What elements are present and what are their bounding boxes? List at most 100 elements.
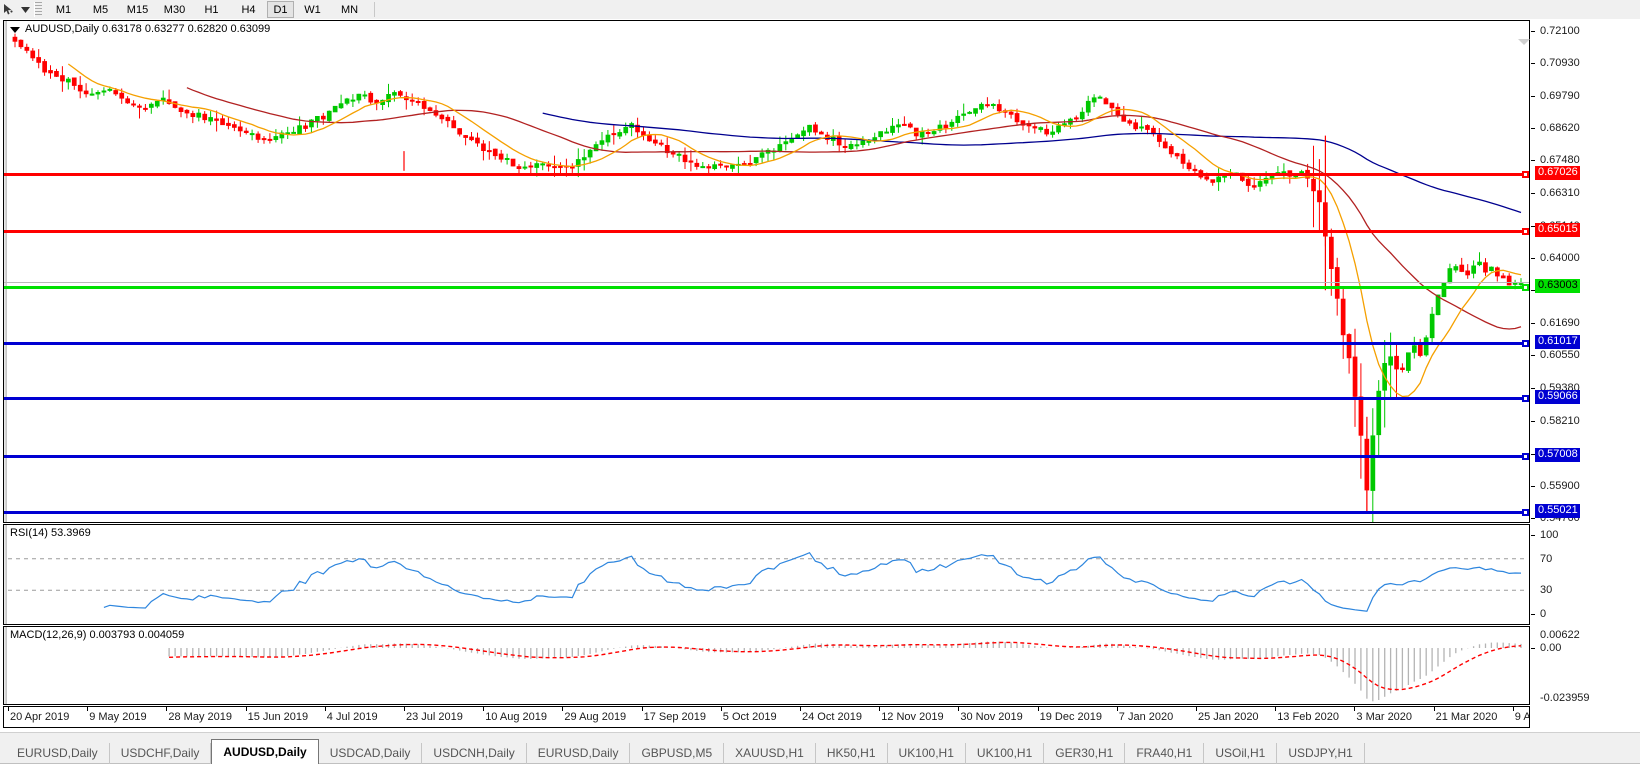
price-tick-mark	[1531, 323, 1535, 325]
price-scale[interactable]: 0.72100 0.70930 0.69790 0.68620 0.67480 0.663…	[1531, 25, 1640, 705]
level-line-0.57008[interactable]	[4, 452, 1529, 460]
time-tick-label: 20 Apr 2019	[10, 711, 70, 723]
price-tick-label: 0.55900	[1540, 480, 1580, 493]
level-price-tag[interactable]: 0.59066	[1535, 390, 1580, 405]
chart-tab-xauusd-h1[interactable]: XAUUSD,H1	[724, 743, 816, 764]
chart-tab-usdchf-daily[interactable]: USDCHF,Daily	[110, 743, 212, 764]
rsi-tick-label: 0	[1540, 608, 1547, 620]
level-line-handle[interactable]	[1522, 452, 1529, 460]
timeframe-w1[interactable]: W1	[304, 3, 321, 16]
time-tick-label: 7 Jan 2020	[1118, 711, 1174, 723]
level-line-handle[interactable]	[1522, 171, 1529, 179]
chart-tab-fra40-h1[interactable]: FRA40,H1	[1125, 743, 1205, 764]
price-tick-label: 0.64000	[1540, 252, 1580, 265]
pane-left-gutter	[4, 525, 7, 624]
level-line-handle[interactable]	[1522, 395, 1529, 403]
price-tick-mark	[1531, 453, 1535, 455]
price-tick-label: 0.68620	[1540, 122, 1580, 135]
toolbar-drag-handle[interactable]	[34, 2, 42, 17]
macd-tick-mark	[1531, 647, 1535, 649]
level-line-handle[interactable]	[1522, 508, 1529, 516]
time-tick-label: 28 May 2019	[168, 711, 232, 723]
time-tick-label: 19 Dec 2019	[1039, 711, 1102, 723]
price-tick-mark	[1531, 95, 1535, 97]
price-tick-mark	[1531, 160, 1535, 162]
level-line-0.65015[interactable]	[4, 227, 1529, 235]
level-line-handle[interactable]	[1522, 227, 1529, 235]
chart-tab-uk100-h1[interactable]: UK100,H1	[888, 743, 966, 764]
time-tick-mark	[958, 707, 960, 711]
chart-tab-usoil-h1[interactable]: USOil,H1	[1204, 743, 1278, 764]
price-tick-label: 0.60550	[1540, 349, 1580, 362]
rsi-tick-mark	[1531, 614, 1535, 615]
macd-pane[interactable]: MACD(12,26,9) 0.003793 0.004059	[3, 626, 1530, 705]
time-tick-mark	[1037, 707, 1039, 711]
time-tick-mark	[87, 707, 89, 711]
symbol-ohlc-text: AUDUSD,Daily 0.63178 0.63277 0.62820 0.6…	[25, 23, 271, 35]
chart-tab-uk100-h1[interactable]: UK100,H1	[966, 743, 1045, 764]
level-price-tag[interactable]: 0.63003	[1535, 279, 1580, 294]
chart-tab-gbpusd-m5[interactable]: GBPUSD,M5	[630, 743, 725, 764]
time-tick-label: 17 Sep 2019	[643, 711, 706, 723]
timeframe-h1[interactable]: H1	[204, 3, 219, 16]
macd-tick-label: 0.00	[1540, 641, 1562, 654]
chart-tab-bar[interactable]: EURUSD,Daily USDCHF,Daily AUDUSD,Daily USDC…	[0, 732, 1640, 764]
time-tick-label: 15 Jun 2019	[247, 711, 309, 723]
timeframe-m30[interactable]: M30	[163, 3, 186, 16]
price-tick-mark	[1531, 421, 1535, 423]
level-line-0.67026[interactable]	[4, 171, 1529, 179]
chart-area[interactable]: AUDUSD,Daily 0.63178 0.63277 0.62820 0.6…	[0, 19, 1640, 732]
price-tick-mark	[1531, 518, 1535, 520]
time-tick-mark	[1196, 707, 1197, 711]
time-tick-mark	[1275, 707, 1277, 711]
rsi-label: RSI(14) 53.3969	[10, 527, 91, 539]
timeframe-m1[interactable]: M1	[55, 3, 72, 16]
timeframe-m5[interactable]: M5	[92, 3, 109, 16]
time-tick-label: 10 Aug 2019	[485, 711, 547, 723]
level-price-tag[interactable]: 0.55021	[1535, 503, 1580, 518]
price-tick-mark	[1531, 486, 1535, 488]
chevron-down-icon[interactable]	[10, 26, 20, 33]
level-price-tag[interactable]: 0.65015	[1535, 222, 1580, 237]
chevron-down-icon[interactable]	[18, 1, 32, 18]
time-tick-mark	[562, 707, 564, 711]
level-line-0.61017[interactable]	[4, 340, 1529, 348]
timeframe-m15[interactable]: M15	[126, 3, 149, 16]
time-tick-mark	[483, 707, 485, 711]
level-line-0.55021[interactable]	[4, 508, 1529, 516]
crosshair-cursor-icon[interactable]	[0, 1, 18, 18]
price-pane[interactable]: AUDUSD,Daily 0.63178 0.63277 0.62820 0.6…	[3, 20, 1530, 523]
chart-tab-usdjpy-h1[interactable]: USDJPY,H1	[1277, 743, 1365, 764]
level-line-handle[interactable]	[1522, 284, 1529, 292]
timeframe-h4[interactable]: H4	[241, 3, 256, 16]
level-price-tag[interactable]: 0.61017	[1535, 335, 1580, 350]
price-tick-label: 0.66310	[1540, 187, 1580, 200]
rsi-pane[interactable]: RSI(14) 53.3969	[3, 524, 1530, 625]
level-line-handle[interactable]	[1522, 340, 1529, 348]
timeframe-mn[interactable]: MN	[340, 3, 359, 16]
price-tick-label: 0.61690	[1540, 317, 1580, 330]
time-tick-label: 5 Oct 2019	[722, 711, 777, 723]
scroll-up-indicator[interactable]	[1518, 39, 1530, 45]
chart-tab-usdcnh-daily[interactable]: USDCNH,Daily	[422, 743, 527, 764]
level-line-0.63003[interactable]	[4, 284, 1529, 292]
chart-tab-usdcad-daily[interactable]: USDCAD,Daily	[319, 743, 423, 764]
chart-tab-eurusd-daily[interactable]: EURUSD,Daily	[6, 743, 110, 764]
time-tick-label: 25 Jan 2020	[1198, 711, 1259, 723]
timeframe-d1[interactable]: D1	[267, 1, 294, 18]
time-axis[interactable]: 20 Apr 2019 9 May 2019 28 May 2019 15 Jun 2…	[3, 706, 1530, 728]
chart-tab-audusd-daily[interactable]: AUDUSD,Daily	[211, 739, 319, 764]
rsi-tick-label: 30	[1540, 584, 1553, 597]
level-line-0.59066[interactable]	[4, 395, 1529, 403]
tab-list[interactable]: EURUSD,Daily USDCHF,Daily AUDUSD,Daily USDC…	[6, 739, 1365, 764]
level-price-tag[interactable]: 0.57008	[1535, 447, 1580, 462]
time-tick-mark	[879, 707, 881, 711]
price-chart-svg	[12, 33, 1524, 522]
price-tick-mark	[1531, 30, 1535, 32]
chart-tab-eurusd-daily[interactable]: EURUSD,Daily	[527, 743, 631, 764]
chart-tab-hk50-h1[interactable]: HK50,H1	[816, 743, 888, 764]
macd-tick-label: -0.023959	[1540, 692, 1590, 704]
chart-tab-ger30-h1[interactable]: GER30,H1	[1044, 743, 1126, 764]
level-price-tag[interactable]: 0.67026	[1535, 166, 1580, 181]
top-toolbar: M1 M5 M15 M30 H1 H4 D1 W1 MN	[0, 0, 1640, 20]
